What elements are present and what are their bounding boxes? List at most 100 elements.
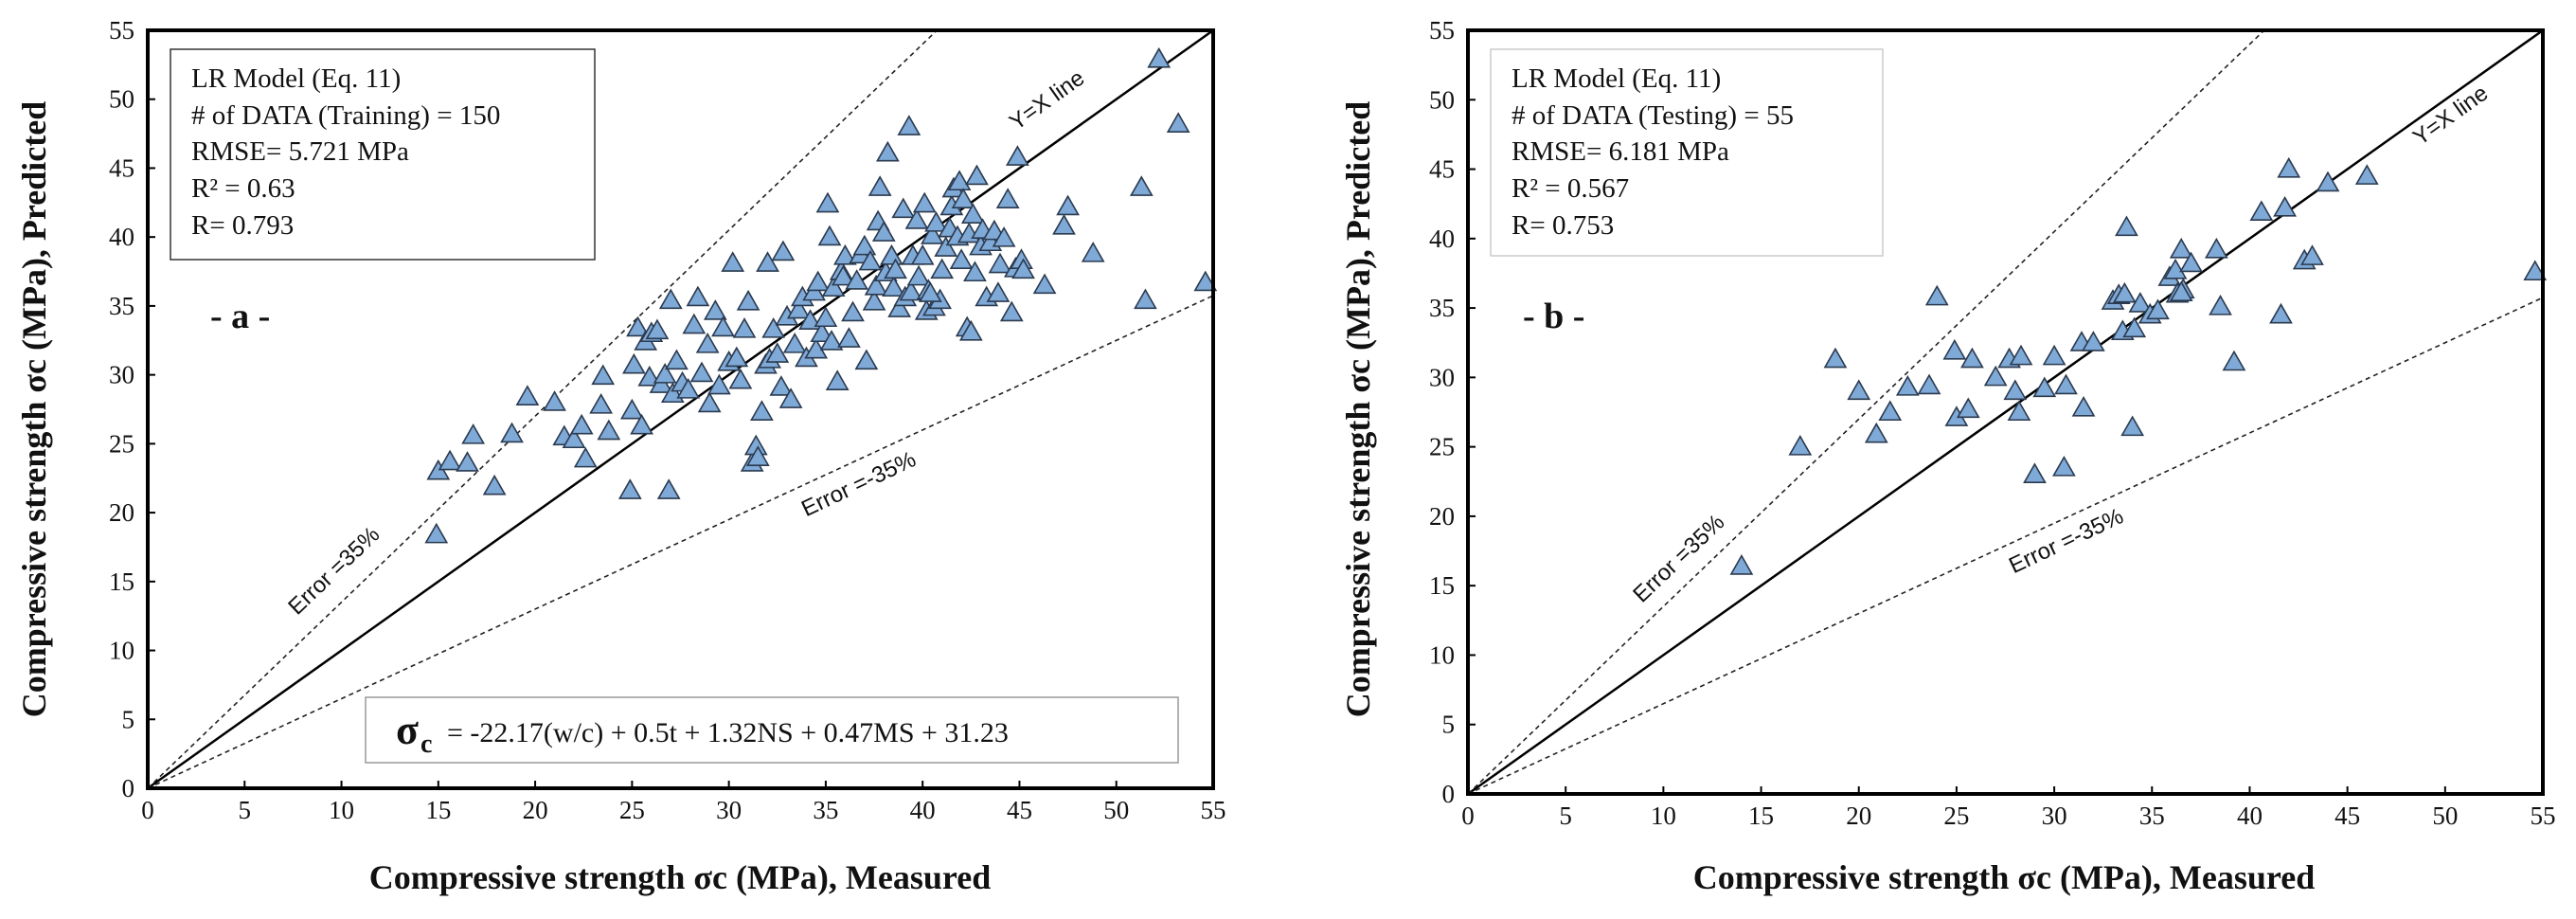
data-point (695, 333, 720, 353)
data-point (456, 451, 479, 472)
data-point (852, 234, 877, 256)
data-point (988, 252, 1012, 274)
model-name-b: LR Model (Eq. 11) (1512, 63, 1721, 94)
data-point (500, 422, 524, 443)
data-point (1129, 175, 1154, 196)
data-point (992, 226, 1016, 247)
data-point (569, 413, 594, 435)
y-tick-label: 50 (109, 85, 134, 114)
data-point (949, 248, 974, 269)
data-point (626, 315, 650, 337)
data-point (2054, 373, 2078, 395)
data-point (2523, 260, 2548, 281)
data-point (875, 140, 900, 162)
data-point (589, 393, 614, 414)
y-axis-title-a: Compressive strength σc (MPa), Predicted (15, 101, 53, 717)
data-point (2204, 237, 2228, 259)
y-tick-label: 0 (122, 774, 135, 802)
data-point (2169, 280, 2193, 302)
identity-line (1467, 28, 2544, 796)
data-point (864, 274, 888, 296)
y-tick-label: 35 (1429, 294, 1455, 322)
data-point (854, 349, 879, 370)
data-point (2316, 171, 2340, 192)
data-point (769, 375, 794, 396)
chart-panel-a: 0 5 10 15 20 25 30 35 40 45 50 55 0 5 10 15 20 25 30 35 40 45… (15, 16, 1226, 896)
data-point (845, 269, 869, 290)
x-tick-label: 20 (523, 796, 548, 824)
data-point (728, 368, 753, 389)
data-point (924, 211, 948, 232)
upper-error-line (147, 29, 938, 789)
info-box-b: LR Model (Eq. 11) # of DATA (Testing) = … (1490, 48, 1884, 257)
data-point (2273, 195, 2297, 217)
data-point (482, 474, 507, 496)
data-point (2277, 156, 2301, 178)
data-point (899, 279, 923, 301)
y-tick-label: 30 (109, 361, 134, 389)
data-point (837, 327, 861, 348)
data-point (686, 285, 710, 307)
panel-label-a: - a - (210, 297, 270, 336)
data-point (2222, 350, 2246, 371)
y-tick-label: 5 (122, 705, 135, 733)
data-point (882, 276, 905, 297)
info-box-frame-b (1490, 48, 1884, 257)
data-point (750, 400, 774, 421)
identity-line-label-a: Y=X line (1005, 65, 1089, 135)
data-point (1956, 397, 1980, 419)
data-point (868, 175, 892, 196)
upper-error-label-a: Error =35% (283, 522, 385, 621)
data-point (1864, 422, 1888, 443)
y-tick-label: 5 (1442, 711, 1456, 739)
data-point (2354, 164, 2379, 185)
data-point (2003, 379, 2028, 401)
data-point (1983, 365, 2008, 387)
data-point (871, 221, 896, 242)
data-point (1788, 435, 1813, 456)
data-point (963, 261, 987, 282)
data-point (438, 449, 462, 471)
lower-error-line (1467, 297, 2544, 795)
data-point (622, 352, 646, 374)
x-tick-label: 40 (2237, 802, 2263, 830)
data-point (645, 318, 670, 340)
x-tick-label: 35 (813, 796, 838, 824)
data-point (858, 249, 883, 271)
y-tick-label: 10 (109, 637, 134, 665)
data-point (597, 419, 621, 441)
data-point (947, 170, 972, 191)
data-point (986, 281, 1011, 302)
data-point (617, 478, 642, 499)
plot-frame-a (146, 28, 1215, 790)
data-point (2163, 258, 2188, 279)
data-point (825, 369, 850, 390)
data-point (880, 243, 903, 265)
data-point (1052, 213, 1076, 235)
equation-box: σ c = -22.17(w/c) + 0.5t + 1.32NS + 0.47… (365, 696, 1179, 764)
y-tick-label: 25 (109, 429, 134, 458)
x-tick-label: 10 (329, 796, 354, 824)
info-box-frame-a (170, 48, 596, 261)
y-tick-label: 40 (1429, 225, 1455, 253)
data-point (2300, 244, 2324, 265)
data-point (951, 188, 975, 208)
y-tick-label: 15 (109, 568, 134, 596)
y-tick-label: 20 (109, 498, 134, 527)
data-point (1847, 379, 1871, 401)
data-point (819, 330, 844, 351)
data-point (2042, 344, 2066, 366)
data-point (630, 413, 653, 435)
x-tick-label: 50 (1103, 796, 1129, 824)
data-point (1878, 400, 1903, 422)
data-point (1917, 373, 1941, 395)
data-point (591, 364, 616, 386)
x-tick-label: 50 (2432, 802, 2458, 830)
data-point (918, 281, 942, 302)
data-point (2071, 395, 2096, 417)
data-count-b: # of DATA (Testing) = 55 (1512, 100, 1794, 131)
y-tick-label: 0 (1442, 780, 1456, 808)
data-point (658, 288, 683, 310)
data-point (2122, 316, 2147, 338)
data-point (1166, 112, 1190, 133)
